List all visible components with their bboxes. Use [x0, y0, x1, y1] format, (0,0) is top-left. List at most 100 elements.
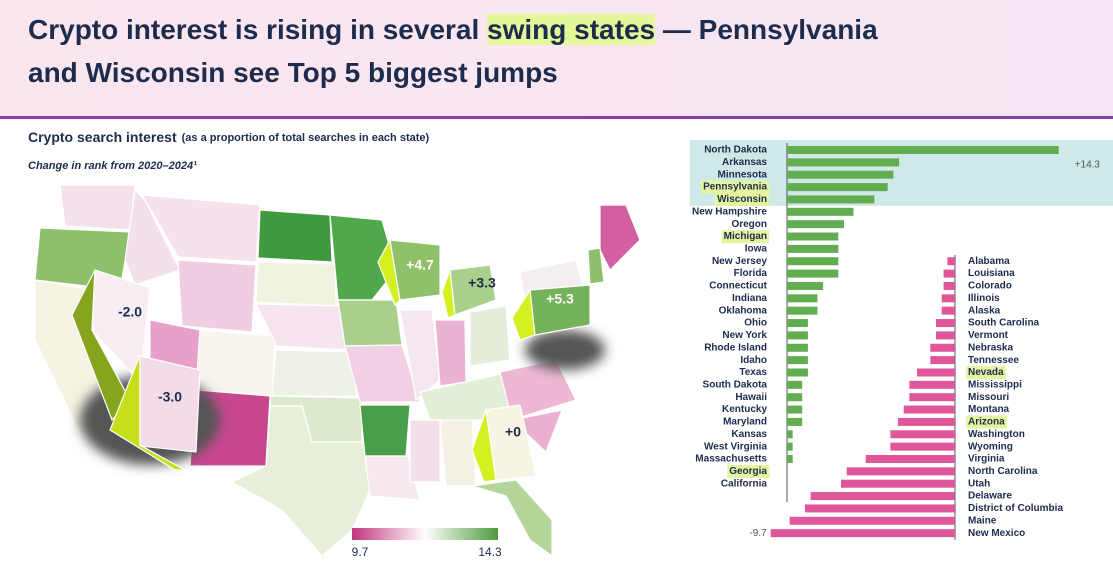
bar: [787, 417, 803, 426]
map: [34, 184, 641, 558]
bar: [936, 319, 955, 328]
bar-label: New York: [722, 330, 767, 341]
bar: [787, 405, 803, 414]
bar: [787, 294, 818, 303]
bar: [941, 306, 955, 315]
bar-label: Vermont: [968, 330, 1009, 341]
bar-label: Kentucky: [722, 404, 767, 415]
bar: [787, 232, 839, 241]
map-subheading: Change in rank from 2020–2024¹: [28, 160, 197, 172]
bar: [787, 393, 803, 402]
state-top: [485, 404, 537, 481]
bar: [810, 492, 955, 501]
bar-label: Iowa: [745, 244, 768, 255]
bar-label: Kansas: [731, 429, 767, 440]
bar: [787, 158, 900, 167]
bar: [890, 430, 955, 439]
bar-label: Florida: [734, 268, 768, 279]
bar: [787, 220, 844, 229]
state-shape: [255, 303, 351, 351]
label-highlight: [721, 230, 769, 244]
bar-label: Nebraska: [968, 342, 1013, 353]
map-annotation: +4.7: [406, 257, 434, 273]
state-shape: [409, 419, 441, 483]
bar: [941, 294, 955, 303]
bar: [890, 442, 955, 451]
bar-label: South Dakota: [703, 379, 768, 390]
map-annotation: +3.3: [468, 275, 496, 291]
bar-label: Oregon: [731, 219, 767, 230]
state-shape: [271, 349, 357, 397]
value-label: +14.3: [1075, 160, 1101, 171]
bar-label: North Dakota: [704, 145, 767, 156]
bar-label: Utah: [968, 478, 990, 489]
bar-label: California: [721, 478, 768, 489]
bar: [787, 183, 888, 192]
state-shape: [337, 299, 403, 347]
legend-label: 9.7: [352, 545, 369, 559]
state-shape: [587, 247, 605, 285]
state-top: [449, 264, 497, 316]
value-label: -9.7: [749, 528, 767, 539]
state-top: [529, 284, 591, 336]
bar: [943, 269, 955, 278]
state-side: [109, 354, 188, 471]
bar-label: Connecticut: [709, 281, 767, 292]
header: Crypto interest is rising in several swi…: [0, 0, 1113, 119]
bar: [804, 504, 955, 513]
bar-label: Oklahoma: [719, 305, 768, 316]
state-shape: [255, 261, 337, 307]
bar-label: Hawaii: [735, 392, 767, 403]
map-annotation: -2.0: [118, 304, 142, 320]
map-annotation: -3.0: [158, 389, 182, 405]
bar-label: Minnesota: [718, 169, 768, 180]
bar: [917, 368, 955, 377]
bar-label: North Carolina: [968, 466, 1038, 477]
state-shape: [599, 204, 641, 272]
bar-label: New Hampshire: [692, 206, 767, 217]
heading: Crypto search interest: [28, 129, 177, 145]
label-highlight: [727, 465, 770, 479]
bar-label: Tennessee: [968, 355, 1019, 366]
bar: [909, 393, 955, 402]
bar: [947, 257, 955, 266]
state-shape: [59, 184, 136, 231]
bar-label: Georgia: [729, 466, 767, 477]
bar: [787, 257, 839, 266]
bar: [787, 455, 793, 463]
state-shape: [471, 479, 553, 558]
bar: [789, 516, 955, 525]
bar: [865, 455, 955, 463]
bar-label: Mississippi: [968, 379, 1022, 390]
bar-label: Missouri: [968, 392, 1009, 403]
bar-label: Michigan: [724, 231, 767, 242]
bar-label: Wisconsin: [717, 194, 767, 205]
bar: [930, 343, 955, 352]
bar-label: Delaware: [968, 491, 1012, 502]
bar: [787, 195, 875, 204]
bar-label: New Jersey: [712, 256, 767, 267]
title-highlight: swing states: [487, 14, 656, 45]
bar-label: Rhode Island: [704, 342, 767, 353]
bar: [903, 405, 955, 414]
bar: [936, 331, 955, 340]
state-shape: [195, 329, 276, 397]
bar-label: Maine: [968, 515, 997, 526]
bar: [770, 529, 955, 538]
bar: [909, 380, 955, 389]
map-annotation: +5.3: [546, 291, 574, 307]
bar: [787, 244, 839, 253]
label-highlight: [966, 366, 1007, 380]
state-shape: [439, 419, 477, 487]
bar: [787, 380, 803, 389]
state-shape: [469, 305, 511, 367]
bar-label: Nevada: [968, 367, 1004, 378]
title-line: and Wisconsin see Top 5 biggest jumps: [28, 57, 558, 88]
bar: [787, 146, 1059, 154]
bar-label: Colorado: [968, 281, 1012, 292]
bar-label: West Virginia: [704, 441, 767, 452]
bar-label: Illinois: [968, 293, 1000, 304]
bar: [787, 356, 808, 365]
